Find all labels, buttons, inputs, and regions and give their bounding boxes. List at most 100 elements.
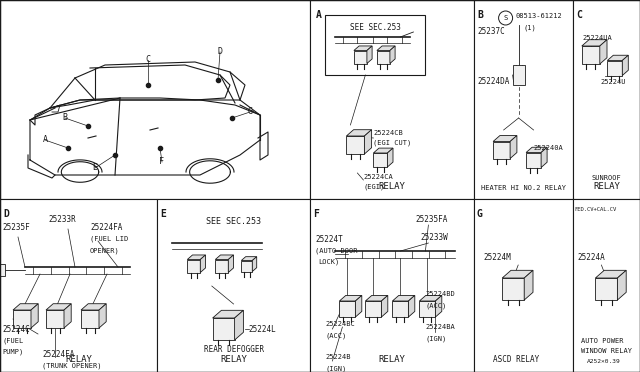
Text: 25224C: 25224C bbox=[2, 324, 29, 334]
Polygon shape bbox=[367, 46, 372, 64]
Polygon shape bbox=[377, 46, 395, 51]
Text: C: C bbox=[576, 10, 582, 20]
Text: 25224M: 25224M bbox=[484, 253, 511, 262]
Polygon shape bbox=[493, 135, 517, 141]
Bar bbox=[377, 51, 390, 64]
Text: G: G bbox=[248, 108, 253, 116]
Bar bbox=[513, 65, 525, 85]
Text: E: E bbox=[160, 209, 166, 219]
Polygon shape bbox=[373, 148, 393, 153]
Text: SEE SEC.253: SEE SEC.253 bbox=[350, 23, 401, 32]
Polygon shape bbox=[241, 257, 257, 260]
Text: 25233W: 25233W bbox=[420, 232, 448, 241]
Polygon shape bbox=[510, 135, 517, 158]
Text: SUNROOF: SUNROOF bbox=[591, 175, 621, 181]
Text: ASCD RELAY: ASCD RELAY bbox=[493, 355, 540, 364]
Text: B: B bbox=[63, 113, 67, 122]
Text: A: A bbox=[42, 135, 47, 144]
Text: 25224U: 25224U bbox=[601, 79, 627, 85]
Polygon shape bbox=[364, 130, 372, 154]
Polygon shape bbox=[215, 255, 234, 260]
Text: (EGI CUT): (EGI CUT) bbox=[373, 140, 412, 146]
Polygon shape bbox=[387, 148, 393, 167]
Text: FED.CV+CAL.CV: FED.CV+CAL.CV bbox=[575, 207, 617, 212]
Bar bbox=[354, 51, 367, 64]
Text: (FUEL: (FUEL bbox=[2, 338, 23, 344]
Text: S: S bbox=[504, 15, 508, 21]
Text: B: B bbox=[477, 10, 483, 20]
Text: 25233R: 25233R bbox=[48, 215, 76, 224]
Bar bbox=[573, 0, 640, 199]
Bar bbox=[607, 61, 622, 76]
Bar bbox=[212, 318, 235, 340]
Text: (EGI): (EGI) bbox=[364, 184, 385, 190]
Text: 25224BC: 25224BC bbox=[325, 321, 355, 327]
Bar bbox=[81, 310, 99, 328]
Text: 25235FA: 25235FA bbox=[415, 215, 448, 224]
Text: 25224CB: 25224CB bbox=[373, 130, 403, 136]
Bar bbox=[157, 199, 310, 372]
Polygon shape bbox=[31, 304, 38, 328]
Text: (ACC): (ACC) bbox=[325, 333, 347, 339]
Polygon shape bbox=[607, 55, 628, 61]
Text: (IGN): (IGN) bbox=[426, 336, 447, 342]
Polygon shape bbox=[435, 295, 442, 317]
Bar bbox=[595, 278, 618, 300]
Text: 25224UA: 25224UA bbox=[583, 35, 612, 41]
Text: (ACC): (ACC) bbox=[426, 303, 447, 309]
Polygon shape bbox=[524, 270, 533, 300]
Text: RELAY: RELAY bbox=[220, 355, 247, 364]
Bar bbox=[392, 301, 408, 317]
Text: E: E bbox=[93, 164, 97, 173]
Polygon shape bbox=[618, 270, 626, 300]
Polygon shape bbox=[390, 46, 395, 64]
Text: 25224FA: 25224FA bbox=[90, 222, 122, 231]
Text: SEE SEC.253: SEE SEC.253 bbox=[206, 217, 261, 225]
Text: (FUEL LID: (FUEL LID bbox=[90, 236, 128, 242]
Polygon shape bbox=[541, 147, 547, 167]
Text: 252240A: 252240A bbox=[534, 145, 563, 151]
Text: D: D bbox=[218, 48, 223, 57]
Text: 25237C: 25237C bbox=[477, 28, 506, 36]
Polygon shape bbox=[188, 255, 205, 260]
Text: 08513-61212: 08513-61212 bbox=[516, 13, 563, 19]
Bar bbox=[573, 199, 640, 372]
Text: HEATER HI NO.2 RELAY: HEATER HI NO.2 RELAY bbox=[481, 185, 566, 191]
Text: 25224BD: 25224BD bbox=[426, 291, 455, 297]
Text: F: F bbox=[314, 209, 319, 219]
Bar bbox=[346, 136, 364, 154]
Bar bbox=[502, 278, 524, 300]
Polygon shape bbox=[526, 147, 547, 153]
Polygon shape bbox=[600, 40, 607, 64]
Text: A252×0.39: A252×0.39 bbox=[586, 359, 620, 364]
Text: PUMP): PUMP) bbox=[2, 349, 23, 355]
Polygon shape bbox=[64, 304, 71, 328]
Polygon shape bbox=[81, 304, 106, 310]
Bar bbox=[373, 153, 387, 167]
Bar bbox=[0, 199, 157, 372]
Polygon shape bbox=[595, 270, 626, 278]
Bar bbox=[188, 260, 200, 273]
Text: (IGN): (IGN) bbox=[325, 366, 347, 372]
Polygon shape bbox=[365, 295, 388, 301]
Bar bbox=[474, 0, 573, 199]
Text: A: A bbox=[316, 10, 321, 20]
Polygon shape bbox=[408, 295, 415, 317]
Text: RELAY: RELAY bbox=[65, 355, 92, 364]
Bar bbox=[474, 199, 573, 372]
Polygon shape bbox=[392, 295, 415, 301]
Polygon shape bbox=[228, 255, 234, 273]
Text: 25224A: 25224A bbox=[578, 253, 605, 262]
Text: 25224T: 25224T bbox=[316, 234, 343, 244]
Bar bbox=[310, 199, 474, 372]
Bar bbox=[526, 153, 541, 167]
Bar bbox=[582, 46, 600, 64]
Bar bbox=[13, 310, 31, 328]
Bar bbox=[0, 0, 310, 199]
Text: D: D bbox=[3, 209, 9, 219]
Bar bbox=[310, 0, 474, 199]
Polygon shape bbox=[622, 55, 628, 76]
Bar bbox=[339, 301, 355, 317]
Text: G: G bbox=[477, 209, 483, 219]
Bar bbox=[215, 260, 228, 273]
